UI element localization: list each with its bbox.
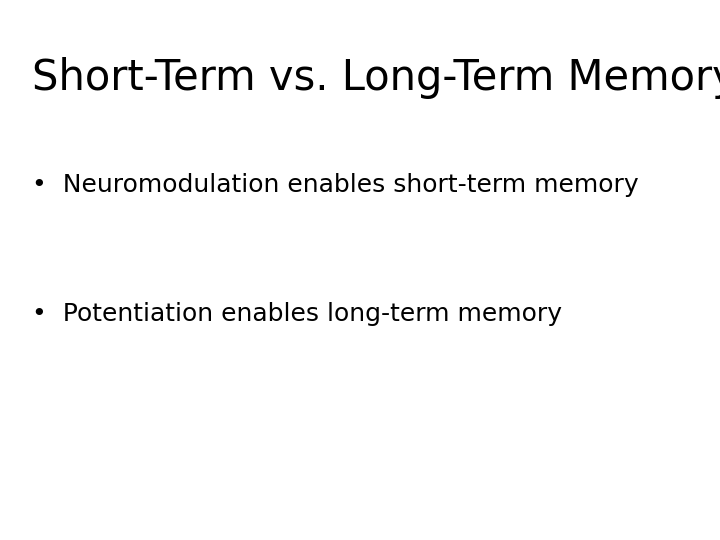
Text: •  Neuromodulation enables short-term memory: • Neuromodulation enables short-term mem… xyxy=(32,173,639,197)
Text: •  Potentiation enables long-term memory: • Potentiation enables long-term memory xyxy=(32,302,562,326)
Text: Short-Term vs. Long-Term Memory: Short-Term vs. Long-Term Memory xyxy=(32,57,720,99)
